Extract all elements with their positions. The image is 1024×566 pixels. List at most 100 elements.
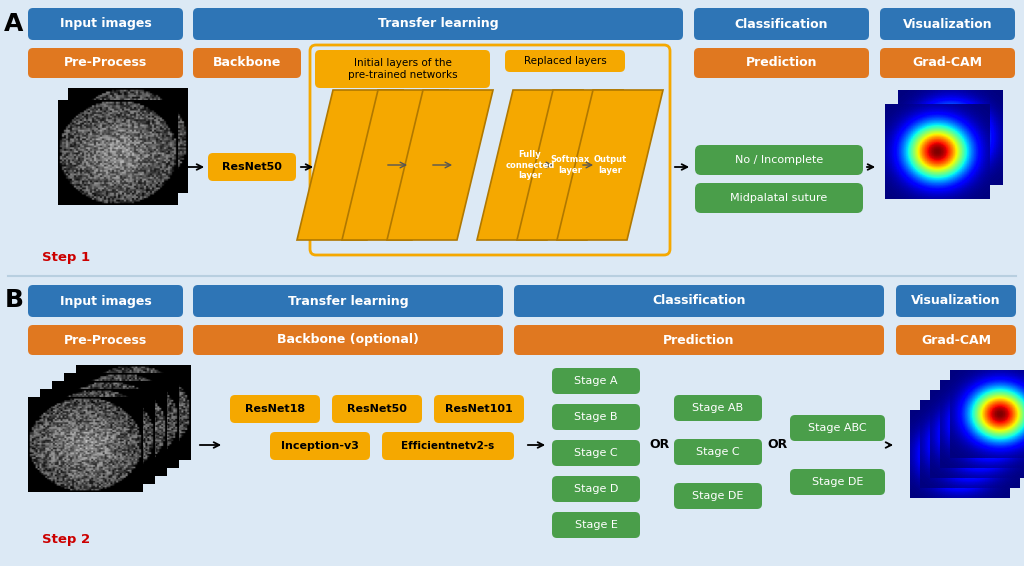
FancyBboxPatch shape xyxy=(193,285,503,317)
Text: Step 2: Step 2 xyxy=(42,534,90,547)
FancyBboxPatch shape xyxy=(28,325,183,355)
Text: ResNet50: ResNet50 xyxy=(347,404,407,414)
Text: Stage B: Stage B xyxy=(574,412,617,422)
Text: Transfer learning: Transfer learning xyxy=(378,18,499,31)
FancyBboxPatch shape xyxy=(514,325,884,355)
Text: Pre-Process: Pre-Process xyxy=(63,57,147,70)
Bar xyxy=(885,104,990,199)
Bar xyxy=(58,100,178,205)
Text: Inception-v3: Inception-v3 xyxy=(281,441,359,451)
FancyBboxPatch shape xyxy=(552,368,640,394)
FancyBboxPatch shape xyxy=(315,50,490,88)
Text: Stage AB: Stage AB xyxy=(692,403,743,413)
Text: Backbone (optional): Backbone (optional) xyxy=(278,333,419,346)
FancyBboxPatch shape xyxy=(514,285,884,317)
FancyBboxPatch shape xyxy=(695,145,863,175)
Text: Fully
connected
layer: Fully connected layer xyxy=(505,150,555,180)
FancyBboxPatch shape xyxy=(28,285,183,317)
Text: B: B xyxy=(4,288,24,312)
Text: Visualization: Visualization xyxy=(903,18,992,31)
Bar xyxy=(920,400,1020,488)
Bar xyxy=(76,365,191,460)
FancyBboxPatch shape xyxy=(28,48,183,78)
FancyBboxPatch shape xyxy=(552,404,640,430)
Text: Stage DE: Stage DE xyxy=(692,491,743,501)
FancyBboxPatch shape xyxy=(230,395,319,423)
FancyBboxPatch shape xyxy=(790,469,885,495)
FancyBboxPatch shape xyxy=(674,483,762,509)
Bar xyxy=(63,373,179,468)
FancyBboxPatch shape xyxy=(552,512,640,538)
Text: Classification: Classification xyxy=(735,18,828,31)
FancyBboxPatch shape xyxy=(896,325,1016,355)
FancyBboxPatch shape xyxy=(674,395,762,421)
Text: Output
layer: Output layer xyxy=(593,155,627,175)
Bar xyxy=(930,390,1024,478)
FancyBboxPatch shape xyxy=(674,439,762,465)
Text: Grad-CAM: Grad-CAM xyxy=(921,333,991,346)
FancyBboxPatch shape xyxy=(193,8,683,40)
FancyBboxPatch shape xyxy=(28,8,183,40)
Polygon shape xyxy=(387,90,493,240)
Text: Visualization: Visualization xyxy=(911,294,1000,307)
Text: Stage D: Stage D xyxy=(573,484,618,494)
FancyBboxPatch shape xyxy=(694,48,869,78)
Text: Pre-Process: Pre-Process xyxy=(63,333,147,346)
Bar xyxy=(950,370,1024,458)
Text: Grad-CAM: Grad-CAM xyxy=(912,57,982,70)
FancyBboxPatch shape xyxy=(896,285,1016,317)
Polygon shape xyxy=(477,90,583,240)
Text: Midpalatal suture: Midpalatal suture xyxy=(730,193,827,203)
Text: Input images: Input images xyxy=(59,18,152,31)
Text: Stage C: Stage C xyxy=(696,447,739,457)
Text: Softmax
layer: Softmax layer xyxy=(550,155,590,175)
Text: Input images: Input images xyxy=(59,294,152,307)
FancyBboxPatch shape xyxy=(552,476,640,502)
Polygon shape xyxy=(342,90,449,240)
Text: Replaced layers: Replaced layers xyxy=(523,56,606,66)
Bar xyxy=(910,410,1010,498)
Text: No / Incomplete: No / Incomplete xyxy=(735,155,823,165)
Text: Stage DE: Stage DE xyxy=(812,477,863,487)
Bar xyxy=(28,397,143,492)
FancyBboxPatch shape xyxy=(193,325,503,355)
Bar xyxy=(940,380,1024,468)
FancyBboxPatch shape xyxy=(382,432,514,460)
Bar xyxy=(40,389,155,484)
Text: Stage E: Stage E xyxy=(574,520,617,530)
Text: Transfer learning: Transfer learning xyxy=(288,294,409,307)
Text: ResNet101: ResNet101 xyxy=(445,404,513,414)
FancyBboxPatch shape xyxy=(208,153,296,181)
FancyBboxPatch shape xyxy=(694,8,869,40)
FancyBboxPatch shape xyxy=(695,183,863,213)
Text: A: A xyxy=(4,12,24,36)
FancyBboxPatch shape xyxy=(790,415,885,441)
Bar xyxy=(52,381,167,476)
Text: OR: OR xyxy=(768,439,788,452)
Text: Backbone: Backbone xyxy=(213,57,282,70)
Text: Stage C: Stage C xyxy=(574,448,617,458)
Text: ResNet50: ResNet50 xyxy=(222,162,282,172)
FancyBboxPatch shape xyxy=(270,432,370,460)
FancyBboxPatch shape xyxy=(434,395,524,423)
Text: Prediction: Prediction xyxy=(664,333,735,346)
FancyBboxPatch shape xyxy=(505,50,625,72)
FancyBboxPatch shape xyxy=(332,395,422,423)
Bar xyxy=(68,88,188,193)
Text: Prediction: Prediction xyxy=(745,57,817,70)
Text: Step 1: Step 1 xyxy=(42,251,90,264)
Text: Stage A: Stage A xyxy=(574,376,617,386)
Text: Stage ABC: Stage ABC xyxy=(808,423,866,433)
Text: Classification: Classification xyxy=(652,294,745,307)
Polygon shape xyxy=(557,90,663,240)
FancyBboxPatch shape xyxy=(193,48,301,78)
Text: Efficientnetv2-s: Efficientnetv2-s xyxy=(401,441,495,451)
Polygon shape xyxy=(297,90,403,240)
FancyBboxPatch shape xyxy=(880,8,1015,40)
Bar xyxy=(898,90,1002,185)
Text: ResNet18: ResNet18 xyxy=(245,404,305,414)
Polygon shape xyxy=(517,90,623,240)
FancyBboxPatch shape xyxy=(552,440,640,466)
FancyBboxPatch shape xyxy=(880,48,1015,78)
Text: OR: OR xyxy=(650,439,670,452)
